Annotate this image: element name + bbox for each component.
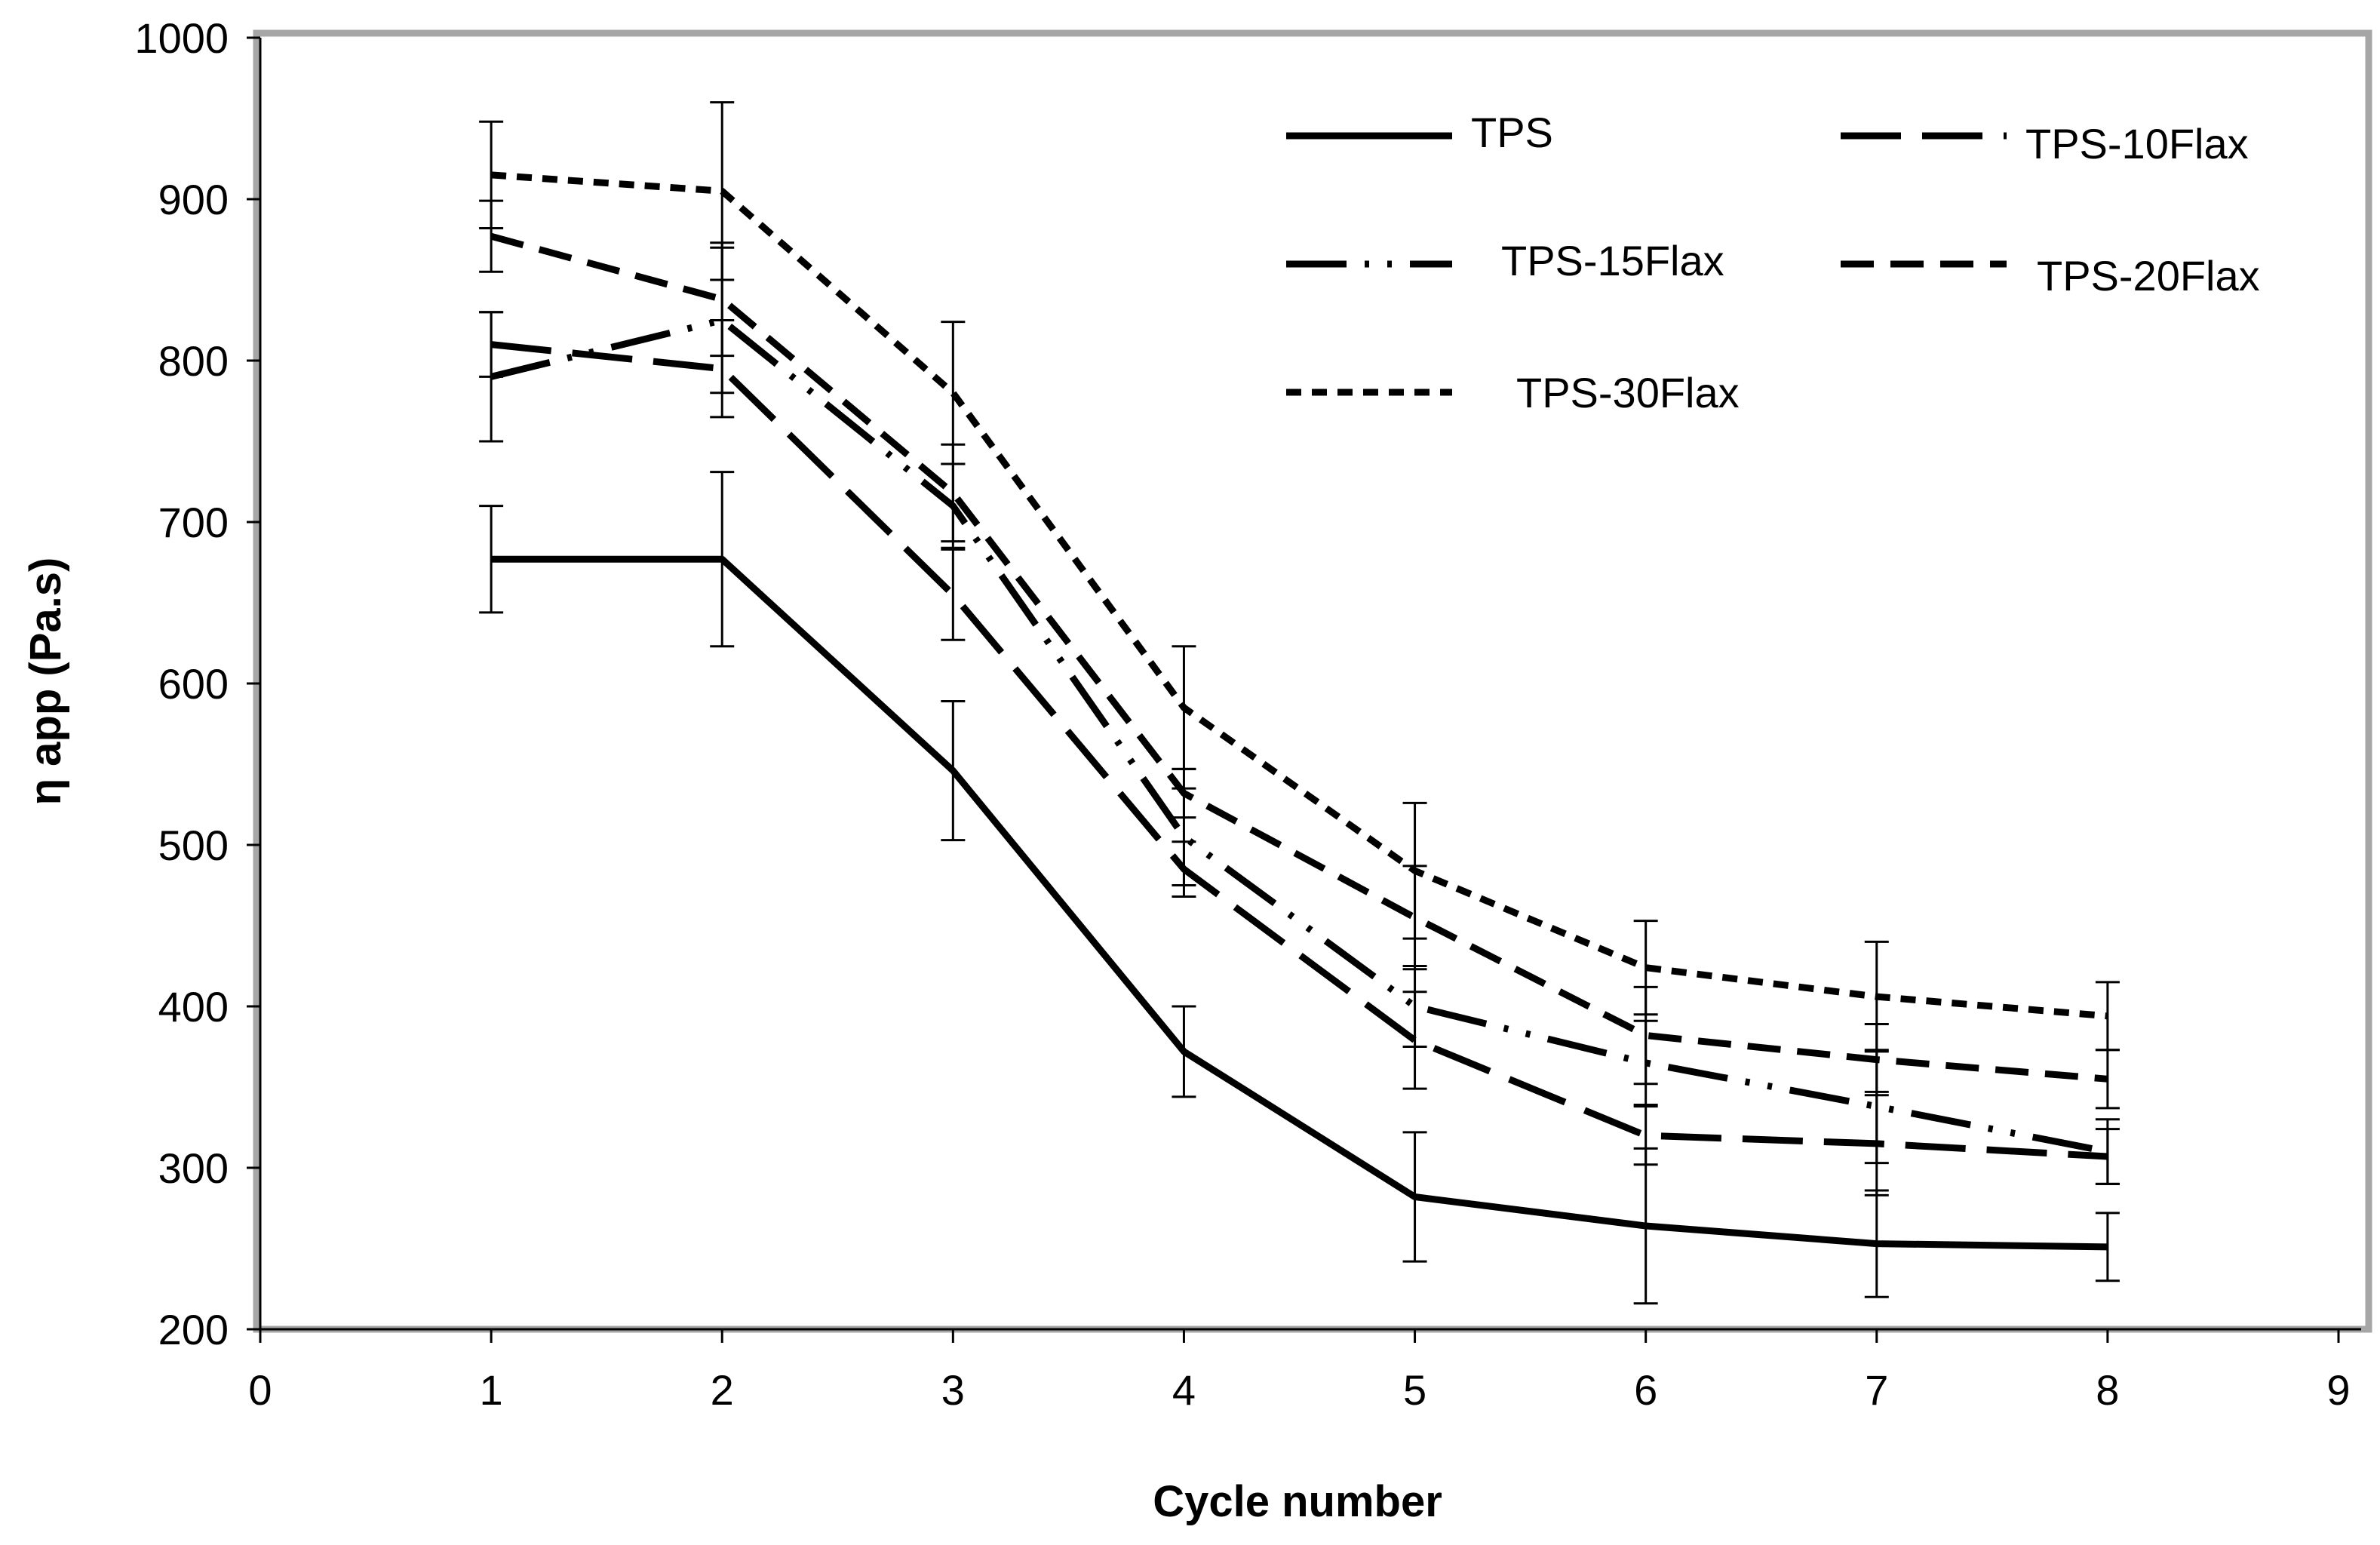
error-bar (479, 505, 504, 614)
x-tick-label: 7 (1865, 1366, 1888, 1414)
legend-label: TPS-20Flax (2037, 252, 2260, 299)
error-bar (1864, 940, 1889, 1053)
error-bar (1633, 1105, 1658, 1166)
y-tick-label: 200 (158, 1306, 229, 1353)
x-axis-ticks: 0 1 2 3 4 5 6 7 8 9 (248, 1329, 2351, 1414)
y-tick-label: 400 (158, 983, 229, 1031)
error-bar (479, 311, 504, 443)
y-tick-label: 900 (158, 176, 229, 223)
error-bar (479, 120, 504, 230)
error-bar (941, 700, 966, 842)
y-axis-ticks: 200 300 400 500 600 700 800 900 1000 (134, 14, 260, 1353)
legend-item-tps-15flax: TPS-15Flax (1286, 237, 1724, 284)
legend-label: TPS (1471, 109, 1553, 156)
legend-item-tps-30flax: TPS-30Flax (1286, 369, 1740, 416)
plot-area-frame (253, 29, 2372, 1333)
legend-item-tps: TPS (1286, 109, 1553, 156)
x-tick-label: 1 (480, 1366, 503, 1414)
error-bar (941, 548, 966, 641)
series-line-tps-20flax (490, 232, 2108, 1083)
series-tps (479, 471, 2120, 1305)
series-line-tps-10flax (490, 341, 2108, 1160)
series-line-tps (491, 555, 2108, 1251)
error-bar (941, 321, 966, 465)
error-bar (1633, 920, 1658, 1016)
error-bar (1402, 1131, 1427, 1263)
series-line-tps-15flax (490, 317, 2108, 1156)
x-tick-label: 0 (248, 1366, 272, 1414)
y-tick-label: 700 (158, 499, 229, 546)
y-tick-label: 600 (158, 660, 229, 708)
error-bar (2095, 981, 2120, 1052)
series-line-tps-30flax (490, 171, 2108, 1020)
y-tick-label: 300 (158, 1144, 229, 1192)
legend: TPS TPS-10Flax TPS-15Flax TPS-20Flax TPS-30F… (1286, 109, 2260, 416)
y-tick-label: 1000 (134, 14, 229, 62)
x-tick-label: 5 (1403, 1366, 1426, 1414)
x-tick-label: 9 (2326, 1366, 2350, 1414)
series-tps-30flax (479, 101, 2120, 1053)
error-bar (710, 471, 735, 648)
error-bar (2095, 1118, 2120, 1185)
legend-label: TPS-10Flax (2025, 120, 2249, 167)
x-tick-label: 3 (941, 1366, 965, 1414)
series-layer (479, 101, 2120, 1305)
legend-item-tps-10flax: TPS-10Flax (1841, 120, 2249, 167)
error-bar (1172, 645, 1196, 770)
error-bar (710, 101, 735, 281)
legend-label: TPS-30Flax (1516, 369, 1740, 416)
x-tick-label: 2 (711, 1366, 734, 1414)
y-axis-title: η app (Pa.s) (21, 557, 70, 806)
legend-item-tps-20flax: TPS-20Flax (1841, 252, 2260, 299)
x-tick-label: 6 (1634, 1366, 1657, 1414)
legend-label: TPS-15Flax (1501, 237, 1724, 284)
y-tick-label: 500 (158, 822, 229, 869)
error-bar (1402, 801, 1427, 940)
x-tick-label: 8 (2096, 1366, 2119, 1414)
y-tick-label: 800 (158, 337, 229, 385)
x-tick-label: 4 (1172, 1366, 1196, 1414)
error-bar (1172, 1005, 1196, 1098)
x-axis-title: Cycle number (1153, 1477, 1442, 1526)
error-bar (2095, 1212, 2120, 1282)
